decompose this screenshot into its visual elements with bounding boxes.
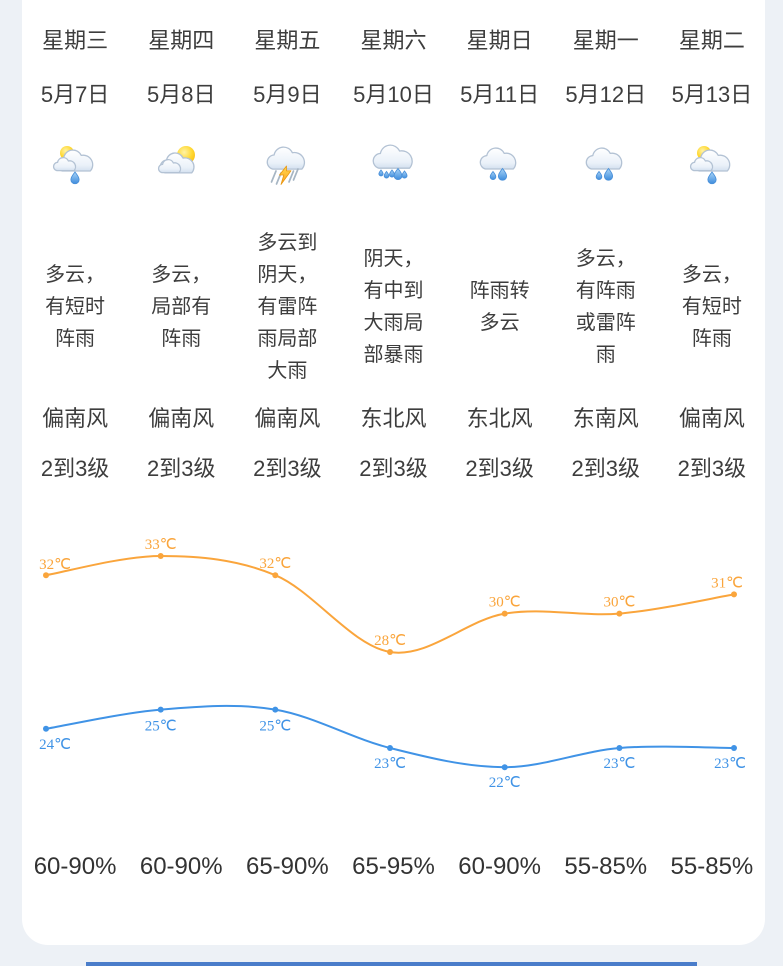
weekday-label: 星期六 (360, 28, 427, 53)
temp-point (616, 745, 623, 751)
weekday-label: 星期三 (42, 28, 109, 53)
temp-label: 23℃ (714, 756, 746, 772)
weather-description: 多云， 有短时 阵雨 (681, 264, 742, 350)
bottom-accent-bar (86, 962, 697, 966)
sun-cloud-drop-icon (51, 140, 99, 188)
humidity-range: 60-90% (139, 853, 223, 880)
low-temp-line: 24℃ 25℃ 25℃ 23℃ 22℃ 23℃ 23℃ (39, 704, 746, 791)
weather-description: 多云， 有短时 阵雨 (45, 264, 106, 350)
high-temp-line: 32℃ 33℃ 32℃ 28℃ 30℃ 30℃ 31℃ (39, 537, 743, 655)
weekday-label: 星期日 (466, 28, 533, 53)
humidity-range: 60-90% (458, 853, 541, 880)
humidity-range: 55-85% (564, 853, 648, 880)
temp-label: 32℃ (39, 557, 71, 573)
wind-direction: 东北风 (360, 406, 427, 431)
rain-icon (476, 140, 524, 188)
weather-description: 多云到 阴天， 有雷阵 雨局部 大雨 (257, 232, 318, 382)
wind-level: 2到3级 (253, 456, 322, 481)
weather-icon-row (22, 126, 765, 202)
date-label: 5月7日 (40, 82, 110, 107)
thunderstorm-icon (263, 140, 311, 188)
wind-direction-row: 偏南风 偏南风 偏南风 东北风 东北风 东南风 偏南风 (22, 406, 765, 432)
humidity-row: 60-90% 60-90% 65-90% 65-95% 60-90% 55-85% 55-8… (22, 850, 765, 884)
date-label: 5月9日 (253, 82, 322, 107)
weather-description-row: 多云， 有短时 阵雨 多云， 局部有 阵雨 多云到 阴天， 有雷阵 雨局部 大雨 阴天… (22, 216, 765, 398)
sun-cloud-drop-icon (688, 140, 736, 188)
wind-level: 2到3级 (677, 456, 747, 481)
temp-point (501, 764, 508, 771)
weekday-label: 星期四 (148, 28, 215, 53)
wind-level-row: 2到3级 2到3级 2到3级 2到3级 2到3级 2到3级 2到3级 (22, 456, 765, 482)
rain-icon (582, 140, 630, 188)
date-label: 5月8日 (146, 82, 216, 107)
wind-level: 2到3级 (146, 456, 216, 481)
wind-level: 2到3级 (465, 456, 534, 481)
heavy-rain-icon (369, 140, 417, 188)
wind-level: 2到3级 (359, 456, 428, 481)
wind-direction: 东南风 (572, 406, 639, 431)
temp-point (731, 745, 737, 751)
temp-label: 23℃ (603, 756, 635, 772)
temp-label: 31℃ (711, 575, 743, 591)
temp-label: 25℃ (145, 719, 177, 735)
temp-point (387, 745, 393, 751)
date-row: 5月7日 5月8日 5月9日 5月10日 5月11日 5月12日 5月13日 (22, 82, 765, 108)
temp-point (616, 610, 623, 617)
wind-level: 2到3级 (571, 456, 641, 481)
weather-description: 阴天， 有中到 大雨局 部暴雨 (363, 248, 424, 366)
temp-point (731, 591, 737, 598)
weather-description: 阵雨转 多云 (469, 280, 530, 334)
date-label: 5月10日 (353, 82, 434, 107)
temp-label: 33℃ (145, 537, 177, 553)
temperature-chart: 32℃33℃32℃28℃30℃ 30℃31℃24℃25℃ 25℃23℃22℃23℃ 2… (39, 537, 746, 791)
temp-label: 28℃ (374, 633, 406, 649)
weekday-label: 星期二 (678, 28, 745, 53)
temp-label: 23℃ (374, 756, 406, 772)
wind-direction: 偏南风 (148, 406, 215, 431)
wind-direction: 偏南风 (254, 406, 321, 431)
wind-level: 2到3级 (40, 456, 110, 481)
humidity-range: 60-90% (33, 853, 117, 880)
sun-cloud-icon (157, 140, 205, 188)
wind-direction: 偏南风 (42, 406, 109, 431)
temp-point (387, 649, 393, 655)
temp-point (43, 725, 49, 732)
temp-label: 30℃ (489, 595, 521, 611)
temp-point (272, 706, 279, 713)
temp-label: 24℃ (39, 737, 71, 753)
date-label: 5月12日 (565, 82, 647, 107)
temp-point (272, 572, 279, 579)
temp-point (501, 610, 508, 617)
humidity-range: 65-90% (245, 853, 329, 880)
temp-label: 25℃ (259, 719, 291, 735)
weekday-label: 星期一 (572, 28, 639, 53)
weather-description: 多云， 局部有 阵雨 (151, 264, 212, 350)
temp-label: 22℃ (489, 775, 521, 791)
temp-label: 32℃ (259, 556, 291, 572)
temp-point (157, 706, 164, 713)
date-label: 5月13日 (671, 82, 753, 107)
temp-label: 30℃ (603, 595, 635, 611)
humidity-range: 55-85% (670, 853, 754, 880)
wind-direction: 偏南风 (678, 406, 745, 431)
humidity-range: 65-95% (352, 853, 435, 880)
temp-point (43, 572, 49, 579)
weather-description: 多云， 有阵雨 或雷阵 雨 (575, 248, 636, 366)
forecast-card: 星期三 星期四 星期五 星期六 星期日 星期一 星期二 5月7日 5月8日 5月9日 5月10日 5… (22, 0, 765, 945)
weekday-label: 星期五 (254, 28, 321, 53)
wind-direction: 东北风 (466, 406, 533, 431)
date-label: 5月11日 (460, 82, 540, 107)
weekday-row: 星期三 星期四 星期五 星期六 星期日 星期一 星期二 (22, 28, 765, 54)
temp-point (157, 553, 164, 559)
